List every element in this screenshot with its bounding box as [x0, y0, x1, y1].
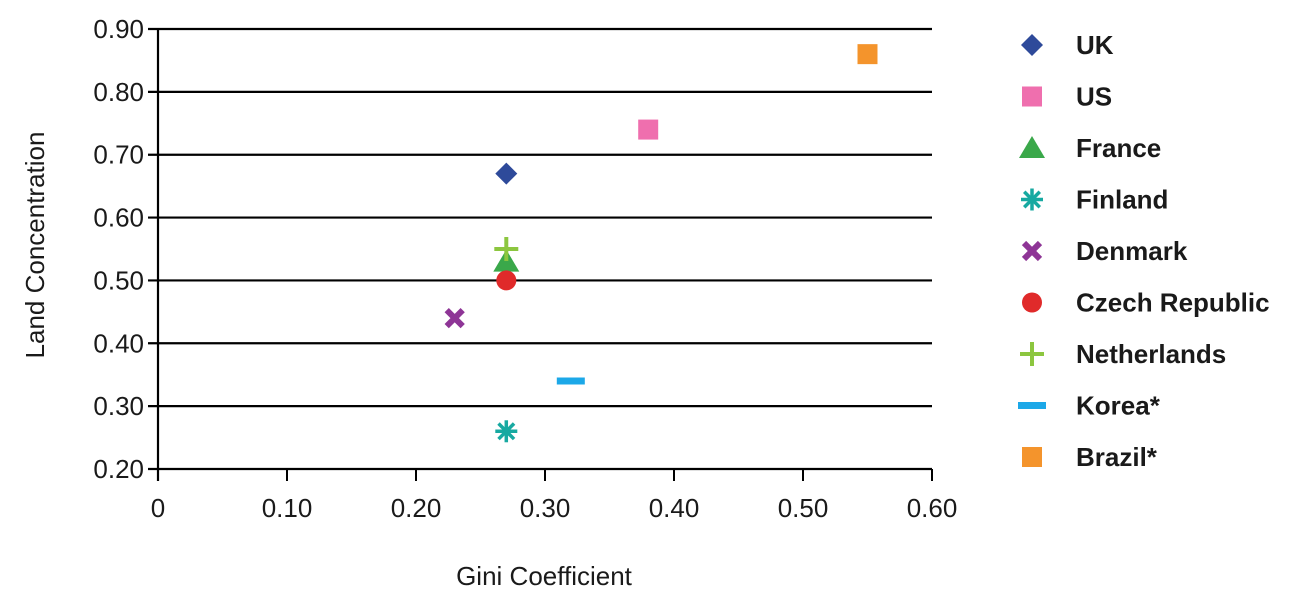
y-tick-label: 0.80 [93, 77, 144, 107]
x-axis-title: Gini Coefficient [456, 561, 633, 589]
point-denmark [444, 308, 465, 329]
point-us [638, 119, 659, 140]
x-tick-label: 0 [151, 493, 165, 523]
point-uk [495, 162, 518, 185]
x-tick-label: 0.10 [262, 493, 313, 523]
legend-label: UK [1076, 30, 1114, 60]
point-brazil [857, 44, 878, 65]
point-korea [556, 377, 585, 385]
legend-label: France [1076, 133, 1161, 163]
legend-marker-netherlands [1020, 342, 1044, 366]
legend-item-korea: Korea* [1018, 391, 1161, 421]
legend-label: Czech Republic [1076, 288, 1270, 318]
y-tick-label: 0.90 [93, 14, 144, 44]
legend-marker-brazil [1022, 447, 1042, 467]
point-czech-republic [496, 270, 517, 291]
y-tick-label: 0.30 [93, 391, 144, 421]
legend-marker-czech-republic [1022, 292, 1042, 313]
y-tick-label: 0.20 [93, 454, 144, 484]
y-tick-label: 0.40 [93, 328, 144, 358]
point-netherlands [494, 237, 519, 261]
legend-marker-uk [1021, 34, 1043, 56]
legend-label: Denmark [1076, 236, 1188, 266]
y-tick-label: 0.70 [93, 140, 144, 170]
legend-item-us: US [1022, 82, 1112, 112]
legend-item-brazil: Brazil* [1022, 442, 1158, 472]
legend-item-uk: UK [1021, 30, 1114, 60]
legend-marker-korea [1018, 402, 1046, 409]
x-tick-label: 0.20 [391, 493, 442, 523]
x-tick-label: 0.60 [907, 493, 958, 523]
x-tick-label: 0.40 [649, 493, 700, 523]
legend-label: Finland [1076, 185, 1168, 215]
y-axis-title: Land Concentration [20, 132, 50, 359]
data-points [444, 44, 878, 443]
legend-item-netherlands: Netherlands [1020, 339, 1226, 369]
legend-item-france: France [1019, 133, 1161, 163]
gridlines [148, 27, 932, 471]
legend-marker-finland [1021, 188, 1043, 211]
point-finland [495, 420, 518, 443]
legend: UK US France Finland Denmark Czech Republic Ne… [1018, 30, 1270, 472]
y-ticks: 0.20 0.30 0.40 0.50 0.60 0.70 0.80 0.90 [93, 14, 144, 484]
legend-label: Netherlands [1076, 339, 1226, 369]
x-tick-label: 0.30 [520, 493, 571, 523]
legend-item-finland: Finland [1021, 185, 1168, 215]
y-tick-label: 0.50 [93, 265, 144, 295]
legend-marker-denmark [1021, 240, 1043, 262]
legend-label: Brazil* [1076, 442, 1158, 472]
legend-marker-france [1019, 136, 1045, 158]
legend-item-denmark: Denmark [1021, 236, 1188, 266]
legend-label: Korea* [1076, 391, 1161, 421]
x-ticks: 0 0.10 0.20 0.30 0.40 0.50 0.60 [151, 469, 958, 523]
legend-label: US [1076, 82, 1112, 112]
y-tick-label: 0.60 [93, 203, 144, 233]
x-tick-label: 0.50 [778, 493, 829, 523]
legend-marker-us [1022, 86, 1042, 107]
legend-item-czech-republic: Czech Republic [1022, 288, 1270, 318]
